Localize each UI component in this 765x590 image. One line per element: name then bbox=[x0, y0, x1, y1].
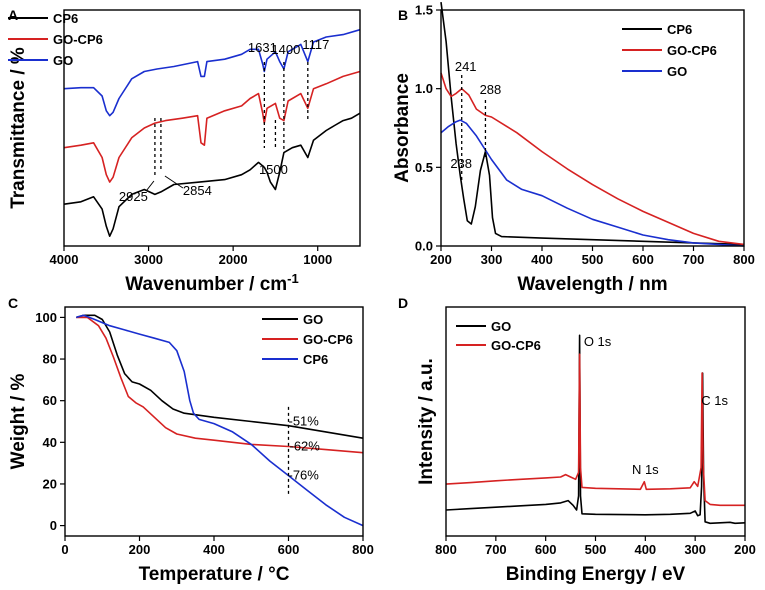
legend-label: CP6 bbox=[303, 352, 328, 367]
legend-label: GO bbox=[667, 64, 687, 79]
x-tick-label: 800 bbox=[352, 542, 374, 557]
series-line-b-0 bbox=[440, 1, 745, 246]
annotation-arrow bbox=[146, 180, 155, 191]
legend-label: GO bbox=[53, 53, 73, 68]
panel-letter: C bbox=[8, 295, 18, 311]
y-tick-label: 20 bbox=[43, 476, 57, 491]
y-tick-label: 1.0 bbox=[415, 81, 433, 96]
x-tick-label: 500 bbox=[582, 252, 604, 267]
x-tick-label: 1000 bbox=[303, 252, 332, 267]
peak-label: 1500 bbox=[259, 162, 288, 177]
x-axis-label: Wavenumber / cm-1 bbox=[125, 271, 298, 295]
loss-label: -76% bbox=[289, 468, 320, 483]
y-axis-label: Weight / % bbox=[8, 374, 29, 470]
y-tick-label: 0.0 bbox=[415, 239, 433, 254]
peak-label: 1117 bbox=[302, 37, 329, 52]
y-axis-label: Intensity / a.u. bbox=[416, 358, 437, 485]
x-axis-label: Binding Energy / eV bbox=[506, 564, 686, 585]
x-tick-label: 200 bbox=[734, 542, 756, 557]
series-line-c-0 bbox=[75, 314, 364, 439]
x-tick-label: 600 bbox=[278, 542, 300, 557]
x-tick-label: 200 bbox=[129, 542, 151, 557]
y-tick-label: 0 bbox=[50, 518, 57, 533]
y-tick-label: 40 bbox=[43, 435, 57, 450]
y-tick-label: 60 bbox=[43, 393, 57, 408]
x-tick-label: 700 bbox=[683, 252, 705, 267]
series-line-a-2 bbox=[63, 28, 361, 117]
series-line-c-1 bbox=[76, 316, 364, 454]
panel-letter: A bbox=[8, 7, 18, 23]
legend-label: GO-CP6 bbox=[53, 32, 103, 47]
legend-label: CP6 bbox=[667, 22, 692, 37]
x-tick-label: 0 bbox=[61, 542, 68, 557]
series-line-b-1 bbox=[440, 72, 745, 246]
peak-label: 1631 bbox=[248, 40, 277, 55]
y-tick-label: 100 bbox=[35, 310, 57, 325]
peak-label: 1400 bbox=[271, 42, 300, 57]
peak-label: N 1s bbox=[632, 462, 659, 477]
x-tick-label: 500 bbox=[585, 542, 607, 557]
panel-d: 800 700 600 500 400 300 200 Binding Energy / eV… bbox=[398, 295, 756, 585]
legend-label: GO-CP6 bbox=[491, 338, 541, 353]
series-line-a-0 bbox=[63, 112, 361, 237]
series-line-b-2 bbox=[440, 119, 745, 247]
plot-frame bbox=[63, 9, 361, 247]
peak-label: 2854 bbox=[183, 183, 212, 198]
y-axis-label: Absorbance bbox=[392, 73, 413, 183]
x-tick-label: 700 bbox=[485, 542, 507, 557]
peak-label: 2925 bbox=[119, 189, 148, 204]
x-tick-label: 300 bbox=[481, 252, 503, 267]
series-line-d-0 bbox=[445, 334, 746, 525]
panel-letter: D bbox=[398, 295, 408, 311]
y-axis-label: Transmittance / % bbox=[8, 47, 29, 209]
x-tick-label: 3000 bbox=[134, 252, 163, 267]
series-line-a-1 bbox=[63, 70, 361, 183]
legend-label: CP6 bbox=[53, 11, 78, 26]
x-tick-label: 4000 bbox=[50, 252, 79, 267]
peak-label: O 1s bbox=[584, 334, 612, 349]
x-axis-label: Temperature / °C bbox=[139, 564, 290, 585]
series-line-d-1 bbox=[445, 353, 745, 507]
panel-b: 200 300 400 500 600 700 800 0.0 0.5 1.0 1.5 Wavelen… bbox=[392, 1, 755, 295]
x-tick-label: 400 bbox=[634, 542, 656, 557]
x-tick-label: 2000 bbox=[219, 252, 248, 267]
y-tick-label: 1.5 bbox=[415, 3, 433, 18]
legend-label: GO-CP6 bbox=[303, 332, 353, 347]
x-axis-label: Wavelength / nm bbox=[517, 274, 667, 295]
y-tick-label: 0.5 bbox=[415, 160, 433, 175]
annotation-arrow bbox=[164, 175, 184, 189]
x-tick-label: 400 bbox=[203, 542, 225, 557]
x-tick-label: 200 bbox=[430, 252, 452, 267]
x-tick-label: 600 bbox=[535, 542, 557, 557]
x-tick-label: 300 bbox=[684, 542, 706, 557]
peak-label: 288 bbox=[480, 82, 502, 97]
x-tick-label: 800 bbox=[733, 252, 755, 267]
y-tick-label: 80 bbox=[43, 352, 57, 367]
loss-label: -62% bbox=[290, 438, 321, 453]
panel-a: 4000 3000 2000 1000 Wavenumber / cm-1 Transmi… bbox=[8, 7, 361, 295]
x-tick-label: 800 bbox=[435, 542, 457, 557]
legend-label: GO bbox=[491, 319, 511, 334]
peak-label: 241 bbox=[455, 59, 477, 74]
loss-label: -51% bbox=[289, 414, 320, 429]
peak-label: C 1s bbox=[701, 393, 728, 408]
legend-label: GO-CP6 bbox=[667, 43, 717, 58]
panel-letter: B bbox=[398, 7, 408, 23]
legend-label: GO bbox=[303, 312, 323, 327]
x-tick-label: 600 bbox=[632, 252, 654, 267]
series-line-c-2 bbox=[75, 314, 364, 527]
x-tick-label: 400 bbox=[531, 252, 553, 267]
peak-label: 238 bbox=[450, 156, 472, 171]
panel-c: 0 200 400 600 800 0 20 40 60 80 100 Temperature / °… bbox=[8, 295, 374, 585]
